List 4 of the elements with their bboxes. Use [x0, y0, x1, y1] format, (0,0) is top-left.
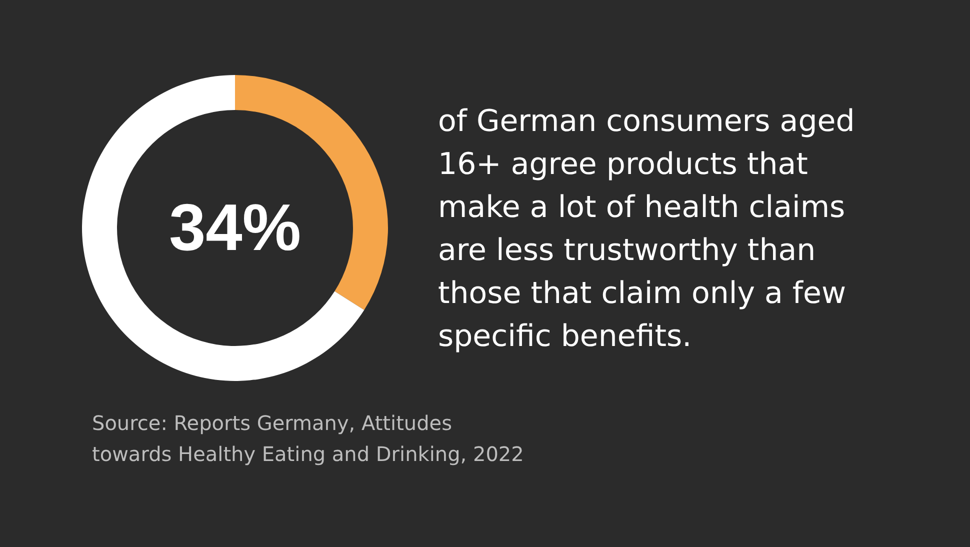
donut-slice	[82, 75, 364, 381]
text: of German consumers aged 16+ agree products that make a lot of health claims are less trustworthy than those that claim only a few specific benefits.	[438, 104, 855, 354]
source-note: Source: Reports Germany, Attitudes towards Healthy Eating and Drinking, 2022	[92, 411, 524, 466]
data-label: 34%	[168, 190, 302, 264]
